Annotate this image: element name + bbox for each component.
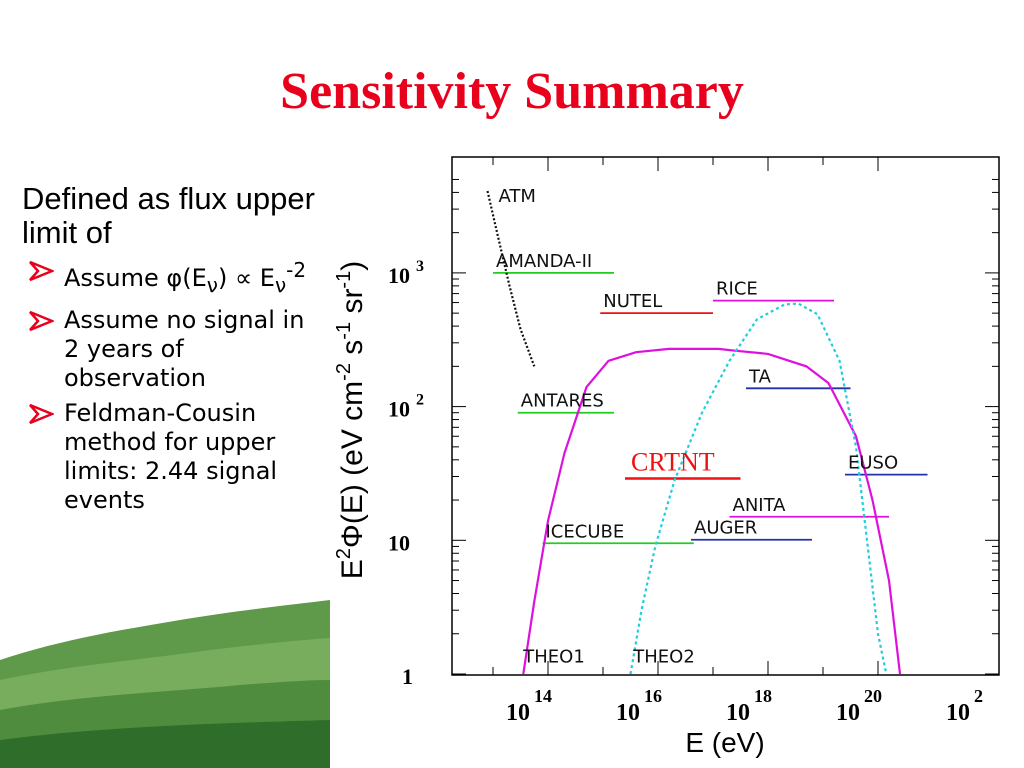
bullet-list: Defined as flux upper limit of Assume φ(… — [22, 182, 322, 515]
y-label-e: E — [336, 559, 369, 579]
y-label-s-exp: -1 — [333, 322, 355, 340]
curve-label: ATM — [499, 186, 536, 207]
plot-frame — [451, 156, 1000, 676]
energy-close: ) — [217, 264, 228, 292]
nu-subscript-2: ν — [274, 272, 287, 297]
bullet-text: Feldman-Cousin method for upper limits: … — [64, 398, 278, 514]
limit-label: AUGER — [694, 518, 757, 539]
limit-label: NUTEL — [603, 291, 662, 312]
y-tick-label: 10 — [388, 530, 410, 555]
spectral-exponent: -2 — [286, 258, 307, 282]
x-tick-label: 1018 — [726, 686, 772, 726]
energy-open: (E — [182, 264, 207, 292]
x-tick-label: 1016 — [616, 686, 662, 726]
proportional-symbol: ∝ — [234, 264, 253, 292]
limit-label: ANITA — [733, 495, 787, 516]
x-tick-label: 1014 — [506, 686, 552, 726]
nu-subscript: ν — [206, 272, 218, 297]
energy-symbol: E — [259, 264, 275, 292]
bullet-text: Assume no signal in 2 years of observati… — [64, 305, 305, 392]
x-axis-label: E (eV) — [685, 727, 764, 758]
bullet-label: Assume — [64, 264, 159, 292]
intro-text: Defined as flux upper limit of — [22, 181, 315, 250]
phi-symbol: φ — [166, 264, 183, 292]
green-hills-decoration — [0, 600, 330, 768]
arrow-bullet-icon — [29, 403, 54, 424]
limit-label: RICE — [716, 279, 758, 300]
x-tick-label: 1020 — [836, 686, 882, 726]
y-tick-label: 10 3 — [388, 258, 424, 288]
y-tick-label: 1 — [402, 664, 413, 689]
curve-label: THEO2 — [632, 646, 695, 667]
y-label-cm-exp: -2 — [333, 363, 355, 381]
limit-label: CRTNT — [631, 447, 715, 476]
y-label-e-exp: 2 — [333, 548, 355, 559]
y-label-sr-exp: -1 — [333, 271, 355, 289]
y-tick-label: 10 2 — [388, 392, 424, 422]
y-label-sr: sr — [336, 289, 369, 322]
arrow-bullet-icon — [29, 310, 54, 331]
limit-label: ANTARES — [521, 391, 604, 412]
y-axis-label: E2Φ(E) (eV cm-2 s-1 sr-1) — [333, 261, 369, 579]
limit-label: TA — [748, 366, 772, 387]
curve-label: THEO1 — [522, 646, 585, 667]
y-label-phi: Φ(E) (eV cm — [336, 381, 369, 548]
limit-label: EUSO — [848, 453, 898, 474]
slide-title: Sensitivity Summary — [280, 63, 744, 120]
y-label-s: s — [336, 340, 369, 363]
curve-line — [486, 190, 536, 367]
limit-label: AMANDA-II — [496, 251, 592, 272]
curve-line — [629, 302, 888, 675]
bullet-item: Assume no signal in 2 years of observati… — [22, 306, 322, 393]
y-label-close: ) — [336, 261, 369, 271]
limit-label: ICECUBE — [546, 521, 625, 542]
x-tick-label: 102 — [946, 686, 983, 726]
bullet-item: Feldman-Cousin method for upper limits: … — [22, 399, 322, 515]
bullet-item: Assume φ(Eν) ∝ Eν-2 — [22, 256, 322, 300]
curve-line — [522, 347, 902, 675]
arrow-bullet-icon — [29, 260, 54, 282]
